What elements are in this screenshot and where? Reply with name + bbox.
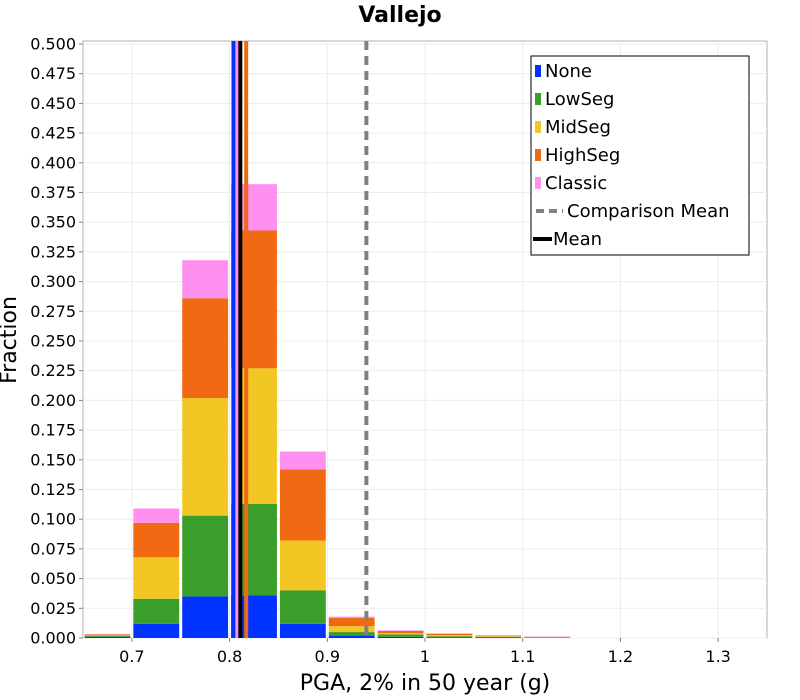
y-tick-label: 0.175	[30, 421, 76, 440]
bar-highseg	[377, 630, 424, 634]
y-tick-label: 0.050	[30, 569, 76, 588]
bar-highseg	[279, 469, 326, 541]
bar-midseg	[475, 636, 522, 637]
legend-label: None	[545, 61, 592, 82]
bar-none	[328, 635, 375, 638]
bar-midseg	[328, 626, 375, 633]
legend-label: LowSeg	[545, 89, 614, 110]
legend-box	[530, 55, 750, 256]
bar-classic	[426, 633, 473, 634]
legend-swatch-lowseg	[535, 93, 541, 105]
bar-midseg	[426, 635, 473, 637]
y-tick-label: 0.475	[30, 64, 76, 83]
bar-midseg	[279, 540, 326, 591]
bar-highseg	[182, 298, 229, 399]
bar-highseg	[328, 617, 375, 627]
bar-lowseg	[328, 632, 375, 636]
bar-none	[475, 637, 522, 638]
legend-swatch-classic	[535, 177, 541, 189]
x-tick-label: 0.7	[119, 647, 144, 666]
x-tick-label: 1.3	[705, 647, 730, 666]
bar-none	[133, 623, 180, 638]
x-tick-label: 0.8	[217, 647, 242, 666]
y-tick-label: 0.400	[30, 153, 76, 172]
legend-label: Mean	[553, 229, 602, 250]
y-tick-label: 0.075	[30, 539, 76, 558]
bar-lowseg	[475, 636, 522, 638]
y-tick-label: 0.500	[30, 34, 76, 53]
y-tick-label: 0.350	[30, 213, 76, 232]
bar-highseg	[84, 634, 131, 636]
y-tick-label: 0.375	[30, 183, 76, 202]
bar-highseg	[426, 633, 473, 636]
bar-none	[182, 596, 229, 638]
bar-lowseg	[182, 515, 229, 597]
bar-none	[426, 637, 473, 638]
legend-label: HighSeg	[545, 145, 620, 166]
y-tick-label: 0.275	[30, 302, 76, 321]
x-tick-label: 0.9	[315, 647, 340, 666]
y-tick-label: 0.450	[30, 94, 76, 113]
chart-title: Vallejo	[358, 3, 441, 28]
bar-lowseg	[133, 598, 180, 624]
legend-swatch-none	[535, 65, 541, 77]
x-axis-title: PGA, 2% in 50 year (g)	[300, 671, 551, 696]
bar-lowseg	[279, 590, 326, 624]
bar-midseg	[182, 398, 229, 516]
y-tick-label: 0.150	[30, 450, 76, 469]
y-tick-label: 0.300	[30, 272, 76, 291]
bar-highseg	[133, 522, 180, 558]
legend-swatch-highseg	[535, 149, 541, 161]
bar-classic	[377, 630, 424, 631]
bar-classic	[328, 616, 375, 618]
bar-midseg	[377, 633, 424, 635]
x-axis-ticks: 0.7 0.8 0.9 1 1.1 1.2 1.3	[119, 638, 731, 666]
bar-none	[84, 636, 131, 638]
y-tick-label: 0.325	[30, 242, 76, 261]
y-tick-label: 0.025	[30, 599, 76, 618]
y-tick-label: 0.200	[30, 391, 76, 410]
bar-classic	[182, 260, 229, 299]
bar-none	[377, 636, 424, 638]
legend-label: Comparison Mean	[567, 201, 730, 222]
x-tick-label: 1.1	[510, 647, 535, 666]
y-tick-label: 0.250	[30, 331, 76, 350]
bar-highseg	[524, 636, 571, 638]
mean-lines	[231, 41, 369, 638]
legend-label: MidSeg	[545, 117, 611, 138]
bar-none	[279, 623, 326, 638]
y-tick-label: 0.100	[30, 510, 76, 529]
y-tick-label: 0.125	[30, 480, 76, 499]
legend: None LowSeg MidSeg HighSeg Classic Comparison…	[530, 55, 750, 256]
legend-label: Classic	[545, 173, 607, 194]
bar-lowseg	[377, 634, 424, 637]
y-tick-label: 0.225	[30, 361, 76, 380]
bar-classic	[279, 451, 326, 470]
y-axis-ticks: 0.000 0.025 0.050 0.075 0.100 0.125 0.150 0.175…	[30, 34, 83, 648]
bar-classic	[133, 508, 180, 523]
y-tick-label: 0.425	[30, 124, 76, 143]
bar-midseg	[84, 635, 131, 636]
bar-lowseg	[426, 636, 473, 638]
y-tick-label: 0.000	[30, 629, 76, 648]
bar-midseg	[133, 557, 180, 599]
bar-highseg	[475, 635, 522, 637]
x-tick-label: 1.2	[608, 647, 633, 666]
x-tick-label: 1	[420, 647, 430, 666]
bar-lowseg	[84, 635, 131, 637]
y-axis-title: Fraction	[0, 296, 22, 384]
legend-swatch-midseg	[535, 121, 541, 133]
